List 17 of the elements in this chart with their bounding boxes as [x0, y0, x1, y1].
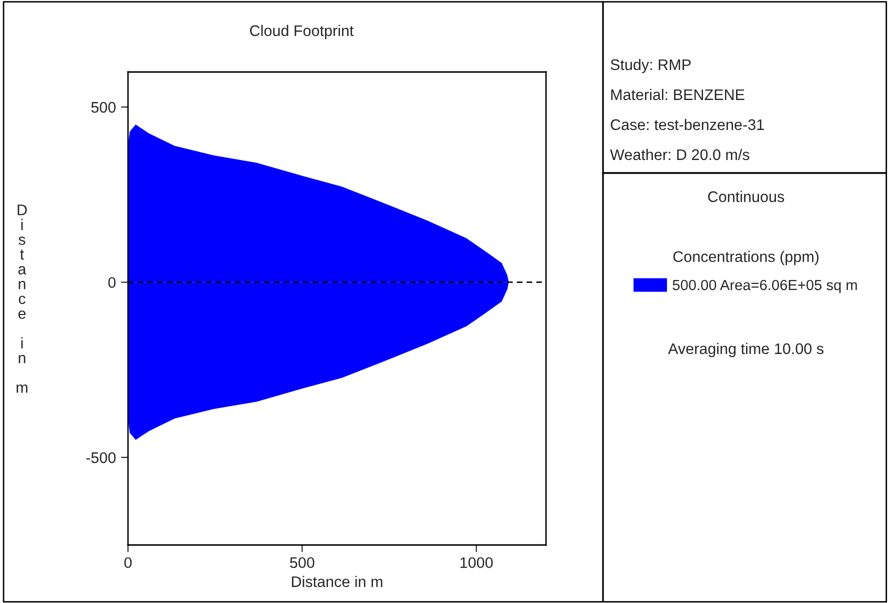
x-tick-label: 500 [290, 557, 314, 568]
x-tick-label: 0 [124, 557, 132, 568]
legend-label: 500.00 Area=6.06E+05 sq m [672, 280, 857, 294]
x-axis-title: Distance in m [292, 576, 382, 588]
text: Averaging time 10.00 s [668, 342, 824, 358]
text: Continuous [708, 190, 784, 202]
y-tick-label: 500 [91, 102, 116, 113]
text: Case: test-benzene-31 [610, 118, 764, 130]
y-tick-label: -500 [86, 452, 116, 464]
text: Distance in m [16, 204, 28, 393]
legend-title: Concentrations (ppm) [673, 250, 819, 266]
chart-title: Cloud Footprint [250, 24, 354, 40]
text: Weather: D 20.0 m/s [610, 148, 750, 160]
text: Study: RMP [610, 58, 691, 74]
x-tick-label: 1000 [460, 557, 493, 568]
y-tick-label: 0 [108, 277, 116, 288]
text: Material: BENZENE [611, 88, 744, 100]
